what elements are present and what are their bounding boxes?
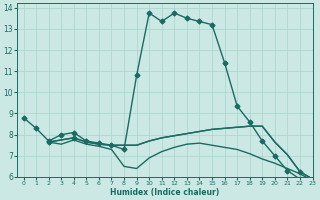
X-axis label: Humidex (Indice chaleur): Humidex (Indice chaleur) — [110, 188, 220, 197]
